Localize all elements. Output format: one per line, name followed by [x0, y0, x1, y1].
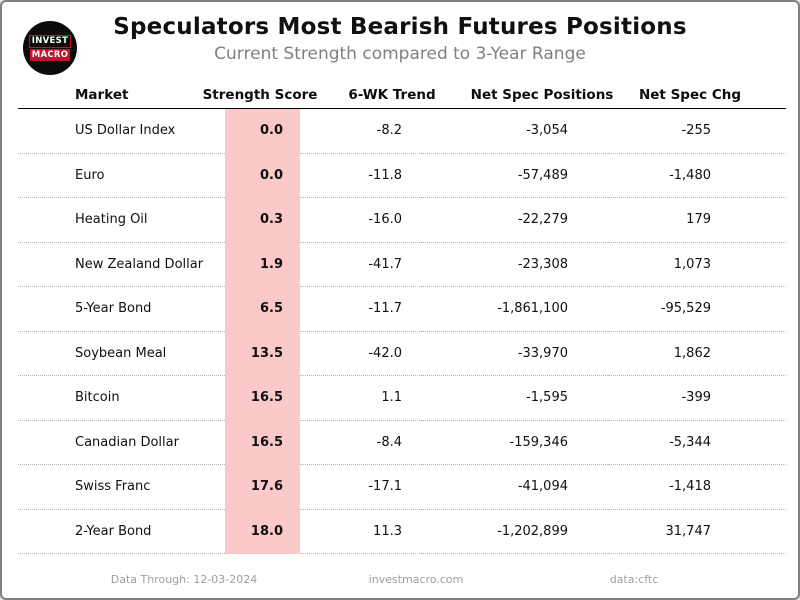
net-spec-positions-cell: -23,308 [422, 243, 608, 287]
page-title: Speculators Most Bearish Futures Positio… [113, 14, 687, 40]
net-spec-positions-cell: -1,595 [422, 376, 608, 421]
net-spec-chg-cell: -1,418 [608, 465, 786, 510]
page-subtitle: Current Strength compared to 3-Year Rang… [214, 44, 586, 64]
strength-score-cell: 1.9 [225, 242, 300, 287]
footer-website: investmacro.com [368, 573, 464, 586]
6wk-trend-cell: -42.0 [300, 332, 422, 376]
footer-data-source: data:cftc [609, 573, 659, 586]
net-spec-chg-cell: 1,073 [608, 243, 786, 287]
market-cell: Soybean Meal [18, 332, 225, 376]
market-cell: US Dollar Index [18, 109, 225, 154]
table-row: Euro 0.0 -11.8 -57,489 -1,480 [18, 153, 786, 198]
table-row: 5-Year Bond 6.5 -11.7 -1,861,100 -95,529 [18, 287, 786, 332]
table-row: Swiss Franc 17.6 -17.1 -41,094 -1,418 [18, 465, 786, 510]
6wk-trend-cell: 11.3 [300, 510, 422, 554]
strength-score-cell: 17.6 [225, 465, 300, 510]
net-spec-positions-cell: -22,279 [422, 198, 608, 243]
strength-score-cell: 13.5 [225, 331, 300, 376]
net-spec-positions-cell: -57,489 [422, 154, 608, 198]
6wk-trend-cell: -17.1 [300, 465, 422, 510]
market-cell: Canadian Dollar [18, 421, 225, 465]
6wk-trend-cell: -11.7 [300, 287, 422, 332]
strength-score-cell: 6.5 [225, 287, 300, 332]
net-spec-positions-cell: -1,202,899 [422, 510, 608, 554]
net-spec-chg-cell: -255 [608, 109, 786, 154]
market-cell: Swiss Franc [18, 465, 225, 510]
table-row: Soybean Meal 13.5 -42.0 -33,970 1,862 [18, 331, 786, 376]
strength-score-cell: 16.5 [225, 376, 300, 421]
6wk-trend-cell: -16.0 [300, 198, 422, 243]
net-spec-chg-cell: -399 [608, 376, 786, 421]
market-cell: Heating Oil [18, 198, 225, 243]
6wk-trend-cell: -11.8 [300, 154, 422, 198]
net-spec-chg-cell: 31,747 [608, 510, 786, 554]
strength-score-cell: 0.0 [225, 109, 300, 154]
net-spec-chg-cell: -1,480 [608, 154, 786, 198]
net-spec-positions-cell: -159,346 [422, 421, 608, 465]
net-spec-chg-cell: -95,529 [608, 287, 786, 332]
net-spec-chg-cell: -5,344 [608, 421, 786, 465]
net-spec-chg-cell: 1,862 [608, 332, 786, 376]
net-spec-positions-cell: -41,094 [422, 465, 608, 510]
column-header-strength-score: Strength Score [202, 87, 318, 103]
net-spec-positions-cell: -3,054 [422, 109, 608, 154]
column-header-net-spec-chg: Net Spec Chg [638, 87, 742, 103]
strength-score-cell: 0.0 [225, 153, 300, 198]
table-row: 2-Year Bond 18.0 11.3 -1,202,899 31,747 [18, 509, 786, 554]
table-row: Heating Oil 0.3 -16.0 -22,279 179 [18, 198, 786, 243]
table-row: New Zealand Dollar 1.9 -41.7 -23,308 1,0… [18, 242, 786, 287]
market-cell: Bitcoin [18, 376, 225, 421]
strength-score-cell: 16.5 [225, 420, 300, 465]
table-row: US Dollar Index 0.0 -8.2 -3,054 -255 [18, 109, 786, 154]
market-cell: 5-Year Bond [18, 287, 225, 332]
market-cell: 2-Year Bond [18, 510, 225, 554]
table-row: Bitcoin 16.5 1.1 -1,595 -399 [18, 376, 786, 421]
logo-text-macro: MACRO [29, 49, 71, 61]
table-body: US Dollar Index 0.0 -8.2 -3,054 -255 Eur… [18, 108, 786, 554]
investmacro-logo-icon: INVEST MACRO [23, 21, 77, 75]
market-cell: New Zealand Dollar [18, 243, 225, 287]
table-row: Canadian Dollar 16.5 -8.4 -159,346 -5,34… [18, 420, 786, 465]
logo-text-invest: INVEST [28, 35, 72, 48]
column-header-6wk-trend: 6-WK Trend [348, 87, 436, 103]
net-spec-positions-cell: -33,970 [422, 332, 608, 376]
6wk-trend-cell: 1.1 [300, 376, 422, 421]
net-spec-positions-cell: -1,861,100 [422, 287, 608, 332]
market-cell: Euro [18, 154, 225, 198]
column-header-net-spec-positions: Net Spec Positions [470, 87, 614, 103]
6wk-trend-cell: -8.2 [300, 109, 422, 154]
column-header-market: Market [75, 87, 129, 103]
6wk-trend-cell: -8.4 [300, 421, 422, 465]
6wk-trend-cell: -41.7 [300, 243, 422, 287]
strength-score-cell: 18.0 [225, 509, 300, 554]
net-spec-chg-cell: 179 [608, 198, 786, 243]
footer-data-through: Data Through: 12-03-2024 [110, 573, 258, 586]
strength-score-cell: 0.3 [225, 198, 300, 243]
